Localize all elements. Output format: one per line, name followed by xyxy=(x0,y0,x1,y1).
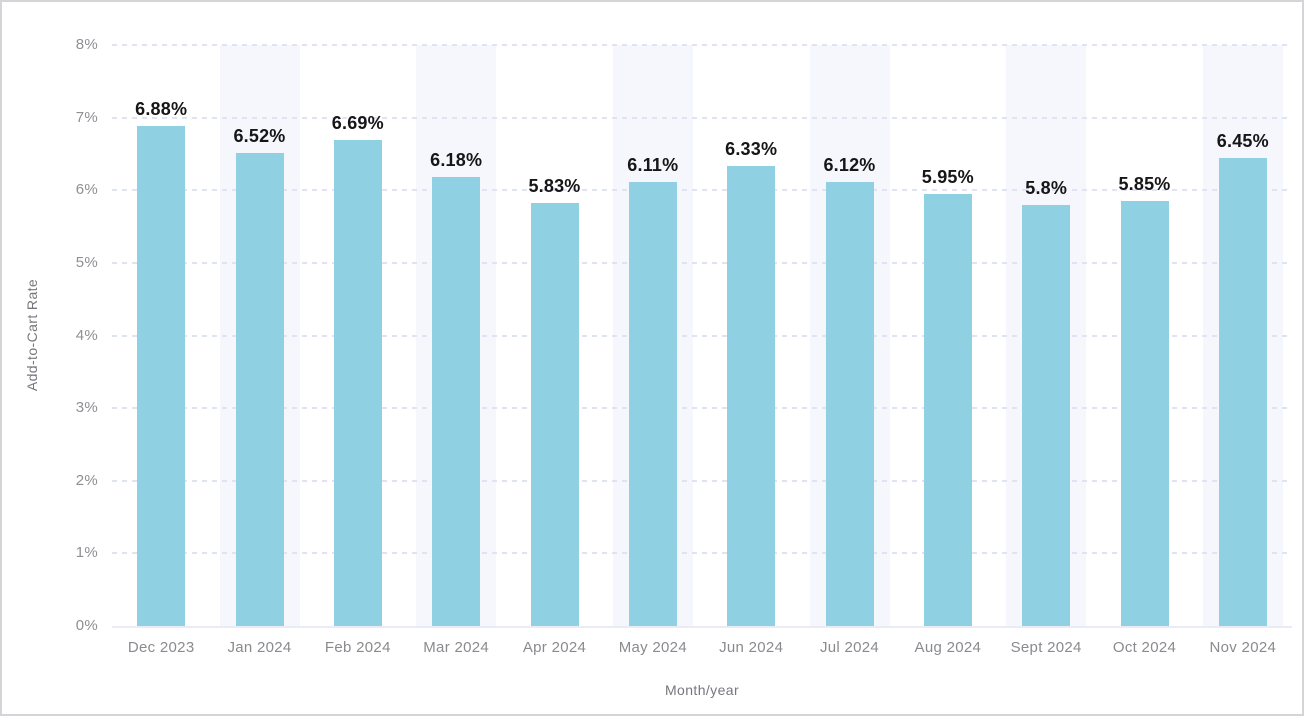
bar-value-label: 6.18% xyxy=(430,150,483,171)
bar-value-label: 6.33% xyxy=(725,139,778,160)
y-tick-label: 2% xyxy=(75,471,98,489)
x-tick-label: Aug 2024 xyxy=(914,639,982,656)
x-tick-label: Jul 2024 xyxy=(819,639,880,656)
bar-jul-2024[interactable] xyxy=(825,181,874,626)
bar-jan-2024[interactable] xyxy=(235,152,284,626)
gridline-7% xyxy=(112,116,1292,119)
gridline-2% xyxy=(112,479,1292,482)
x-axis: Dec 2023 Jan 2024 Feb 2024 Mar 2024 Apr 2024… xyxy=(112,636,1292,658)
x-tick-label: Sept 2024 xyxy=(1010,639,1082,656)
bar-sept-2024[interactable] xyxy=(1022,204,1071,626)
x-tick-label: Nov 2024 xyxy=(1209,639,1277,656)
x-tick-label: Dec 2023 xyxy=(127,639,195,656)
plot-area: 6.88% 6.52% 6.69% 6.18% 5.83% 6.11% 6.33% 6.12%… xyxy=(112,44,1292,628)
gridline-3% xyxy=(112,407,1292,410)
y-tick-label: 8% xyxy=(75,36,98,53)
bar-dec-2023[interactable] xyxy=(137,126,186,626)
bar-value-label: 5.83% xyxy=(528,175,581,196)
bar-value-label: 6.69% xyxy=(331,113,384,134)
gridline-6% xyxy=(112,189,1292,192)
y-tick-label: 0% xyxy=(75,617,98,634)
bar-value-label: 6.11% xyxy=(627,155,679,176)
x-tick-label: Jun 2024 xyxy=(719,639,784,656)
y-tick-label: 5% xyxy=(75,253,98,271)
bar-oct-2024[interactable] xyxy=(1120,201,1169,626)
bar-value-label: 5.8% xyxy=(1025,177,1068,198)
bar-feb-2024[interactable] xyxy=(333,140,382,626)
bar-value-label: 5.95% xyxy=(921,166,974,187)
bar-mar-2024[interactable] xyxy=(432,177,481,626)
y-tick-label: 7% xyxy=(75,108,98,126)
x-tick-label: Mar 2024 xyxy=(423,639,490,656)
gridline-4% xyxy=(112,334,1292,337)
bar-nov-2024[interactable] xyxy=(1218,157,1267,626)
x-axis-title: Month/year xyxy=(664,682,740,698)
bar-value-label: 6.88% xyxy=(135,99,188,120)
gridline-8% xyxy=(112,44,1292,46)
y-axis: 0% 1% 2% 3% 4% 5% 6% 7% 8% xyxy=(2,36,98,634)
bar-may-2024[interactable] xyxy=(628,182,677,626)
y-tick-label: 6% xyxy=(75,181,98,199)
bar-value-label: 6.52% xyxy=(233,125,286,146)
bar-jun-2024[interactable] xyxy=(727,166,776,626)
x-tick-label: May 2024 xyxy=(618,639,687,656)
gridline-5% xyxy=(112,261,1292,264)
bar-apr-2024[interactable] xyxy=(530,202,579,626)
gridline-1% xyxy=(112,552,1292,555)
bar-value-label: 5.85% xyxy=(1118,174,1171,195)
x-tick-label: Jan 2024 xyxy=(227,639,292,656)
bar-value-label: 6.45% xyxy=(1216,130,1269,151)
y-tick-label: 1% xyxy=(75,544,98,562)
bar-value-label: 6.12% xyxy=(823,154,876,175)
x-tick-label: Apr 2024 xyxy=(522,639,587,656)
x-tick-label: Feb 2024 xyxy=(324,639,391,656)
bar-aug-2024[interactable] xyxy=(923,193,972,626)
x-tick-label: Oct 2024 xyxy=(1112,639,1177,656)
x-axis-baseline xyxy=(112,626,1292,628)
y-tick-label: 4% xyxy=(75,326,98,344)
y-tick-label: 3% xyxy=(75,399,98,417)
